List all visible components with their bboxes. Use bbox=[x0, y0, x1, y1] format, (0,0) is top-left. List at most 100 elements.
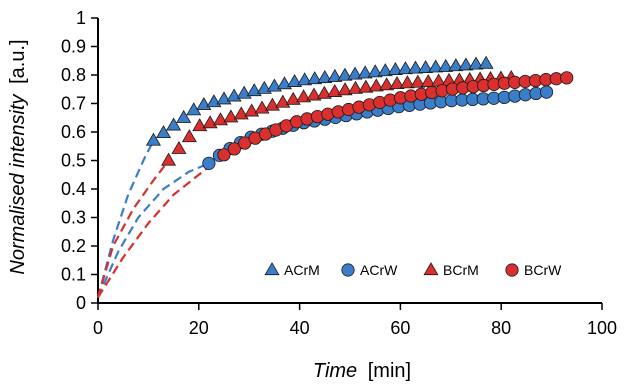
x-tick-label: 60 bbox=[390, 318, 410, 338]
data-point bbox=[357, 65, 373, 79]
data-point bbox=[202, 156, 216, 170]
data-point bbox=[389, 76, 405, 90]
axes bbox=[91, 17, 603, 310]
data-point bbox=[539, 85, 554, 99]
data-point bbox=[367, 64, 383, 78]
y-tick-label: 0.1 bbox=[61, 265, 86, 285]
y-tick-label: 0.6 bbox=[61, 122, 86, 142]
fit-curve-acrm bbox=[96, 140, 155, 298]
data-point bbox=[285, 91, 301, 105]
data-point bbox=[254, 100, 270, 114]
y-axis-title: Normalised intensity [a.u.] bbox=[7, 39, 29, 274]
data-point bbox=[337, 67, 353, 81]
x-tick-label: 100 bbox=[587, 318, 617, 338]
data-point bbox=[287, 73, 303, 87]
data-point bbox=[171, 140, 187, 154]
data-point bbox=[306, 87, 322, 101]
fit-curve-acrw bbox=[96, 162, 210, 298]
fit-curves bbox=[96, 140, 225, 298]
data-point bbox=[227, 142, 241, 156]
data-point bbox=[246, 83, 262, 97]
data-point bbox=[327, 68, 343, 82]
data-point bbox=[212, 112, 229, 126]
legend-label-bcrm: BCrM bbox=[443, 262, 479, 278]
x-axis-title-main: Time bbox=[313, 360, 357, 382]
data-point bbox=[192, 118, 208, 132]
data-point bbox=[217, 148, 231, 162]
data-point bbox=[399, 75, 415, 89]
data-point bbox=[276, 76, 292, 90]
data-point bbox=[176, 109, 192, 123]
data-point bbox=[377, 63, 393, 77]
data-point bbox=[358, 79, 374, 93]
data-point bbox=[478, 55, 494, 69]
data-point bbox=[233, 106, 249, 120]
data-point bbox=[327, 83, 343, 97]
x-axis-title: Time [min] bbox=[313, 360, 411, 382]
y-tick-label: 0 bbox=[76, 293, 86, 313]
y-axis-title-main: Normalised intensity bbox=[7, 93, 29, 274]
data-point bbox=[317, 69, 333, 83]
data-point bbox=[428, 59, 444, 73]
data-point bbox=[379, 77, 395, 91]
data-point bbox=[145, 132, 161, 146]
legend: ACrM ACrW BCrM BCrW bbox=[264, 262, 562, 278]
data-point bbox=[307, 71, 323, 85]
data-point bbox=[458, 57, 474, 71]
legend-marker-bcrm bbox=[423, 262, 439, 276]
data-point bbox=[418, 60, 434, 73]
series-acrm bbox=[145, 55, 494, 146]
y-tick-label: 0.9 bbox=[61, 37, 86, 57]
x-tick-label: 80 bbox=[491, 318, 511, 338]
data-point bbox=[387, 62, 403, 75]
data-point bbox=[448, 58, 464, 72]
data-point bbox=[266, 78, 282, 92]
x-tick-label: 20 bbox=[189, 318, 209, 338]
data-point bbox=[468, 56, 484, 70]
data-point bbox=[244, 103, 260, 117]
data-point bbox=[420, 74, 436, 88]
data-point bbox=[256, 80, 272, 94]
series-bcrw bbox=[217, 71, 574, 162]
data-point bbox=[275, 94, 291, 108]
data-point bbox=[397, 61, 413, 75]
legend-label-acrw: ACrW bbox=[360, 262, 398, 278]
y-tick-label: 0.4 bbox=[61, 179, 86, 199]
data-point bbox=[368, 78, 384, 92]
data-point bbox=[181, 129, 197, 143]
data-point bbox=[161, 152, 177, 166]
data-point bbox=[223, 109, 239, 123]
x-axis-title-unit: [min] bbox=[368, 360, 411, 382]
fit-curve-bcrm bbox=[96, 159, 170, 298]
data-point bbox=[438, 58, 454, 72]
legend-label-acrm: ACrM bbox=[284, 262, 320, 278]
data-point bbox=[166, 117, 182, 131]
x-tick-label: 40 bbox=[290, 318, 310, 338]
y-tick-label: 0.5 bbox=[61, 151, 86, 171]
data-point bbox=[408, 60, 424, 74]
data-point bbox=[296, 89, 312, 103]
y-tick-label: 0.2 bbox=[61, 236, 86, 256]
data-markers bbox=[145, 55, 574, 170]
y-tick-label: 0.8 bbox=[61, 65, 86, 85]
data-point bbox=[410, 74, 426, 88]
data-point bbox=[202, 115, 218, 129]
tick-labels: 0 0.1 0.2 0.3 0.4 0.5 0.6 0.7 0.8 0.9 1 0 20 40 60 80 10… bbox=[61, 8, 617, 338]
y-tick-label: 1 bbox=[76, 8, 86, 28]
y-tick-label: 0.3 bbox=[61, 208, 86, 228]
data-point bbox=[347, 66, 363, 80]
legend-marker-bcrw bbox=[505, 263, 519, 277]
legend-marker-acrw bbox=[341, 263, 355, 277]
y-tick-label: 0.7 bbox=[61, 94, 86, 114]
y-axis-title-unit: [a.u.] bbox=[7, 39, 29, 83]
legend-marker-acrm bbox=[264, 262, 280, 276]
data-point bbox=[347, 80, 364, 94]
data-point bbox=[337, 82, 353, 96]
data-point bbox=[264, 97, 280, 111]
data-point bbox=[156, 125, 172, 139]
legend-label-bcrw: BCrW bbox=[524, 262, 562, 278]
x-tick-label: 0 bbox=[93, 318, 103, 338]
data-point bbox=[560, 71, 574, 85]
data-point bbox=[297, 72, 313, 86]
